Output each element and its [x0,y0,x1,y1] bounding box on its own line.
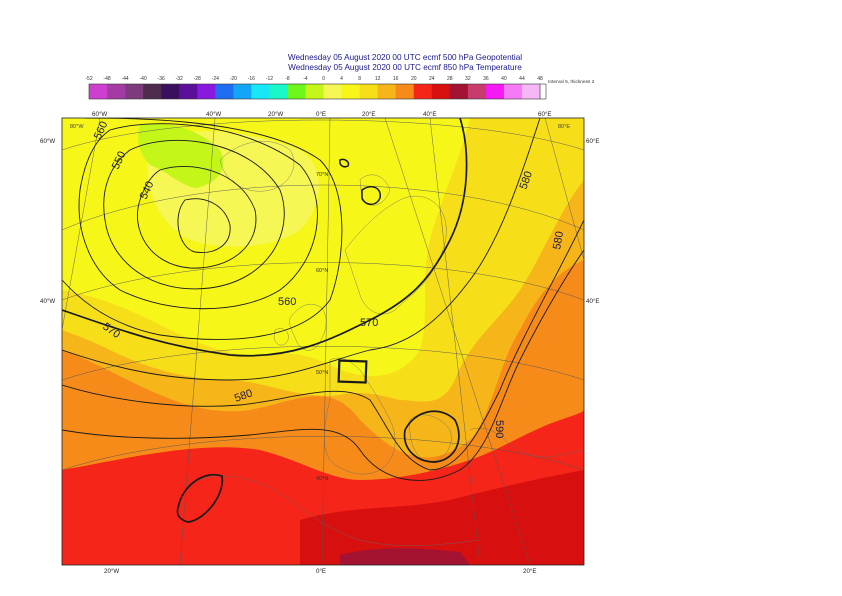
legend-tick-label: -8 [285,76,290,82]
geopotential-contours [62,118,584,523]
lat-label-right: 40°E [586,298,599,305]
contour-label: 580 [551,230,566,250]
legend-swatch [215,84,234,99]
color-legend: -52 -48 -44 -40 -36 -32 -28 -24 -20 -16 -12 -8 -4 0 4 8… [85,76,547,100]
legend-swatch [89,84,108,99]
lat-label-right: 60°E [586,138,599,145]
legend-tick-label: -20 [230,76,237,82]
legend-swatch [107,84,126,99]
lon-label-top: 60°W [92,111,107,118]
lon-label-top: 0°E [316,111,326,118]
legend-tick-label: -24 [212,76,219,82]
legend-swatch [179,84,198,99]
lon-label-top: 60°E [538,111,551,118]
legend-tick-label: -12 [266,76,273,82]
inner-lat-labels: 70°N 60°N 50°N 40°N [316,172,328,482]
legend-tick-label: 44 [519,76,525,82]
legend-swatch [395,84,415,99]
legend-swatch [341,84,360,99]
legend-swatch [161,84,180,99]
lat-label-left: 40°W [40,298,55,305]
legend-swatch [413,84,433,99]
legend-note: Interval 5, thickness 2 [548,80,595,85]
graticule [62,118,584,565]
lon-label-top: 40°E [423,111,436,118]
legend-swatch [503,84,523,99]
legend-tick-label: 24 [429,76,435,82]
legend-tick-label: 32 [465,76,471,82]
legend-tick-label: -40 [140,76,147,82]
legend-tick-label: 8 [358,76,361,82]
legend-swatch [467,84,487,99]
lat-label: 70°N [316,172,328,178]
legend-tick-label: 36 [483,76,489,82]
map-frame [61,117,585,566]
corner-label: 80°E [558,124,570,130]
contour-label: 570 [360,317,378,329]
title-line-1: Wednesday 05 August 2020 00 UTC ecmf 500… [287,53,523,62]
legend-tick-label: -16 [248,76,255,82]
legend-tick-label: -28 [194,76,201,82]
legend-swatch [485,84,505,99]
legend-swatch [269,84,288,99]
legend-tick-label: 28 [447,76,453,82]
lon-label-bottom: 20°E [523,568,536,575]
border-labels: 60°W 40°W 20°W 0°E 20°E 40°E 60°E 20°W 0… [40,111,599,575]
lat-label: 40°N [316,476,328,482]
contour-label: 580 [233,387,254,405]
legend-swatch [431,84,451,99]
legend-tick-label: -52 [85,76,92,82]
legend-swatch [359,84,378,99]
legend-swatch [521,84,541,99]
legend-tick-label: -48 [103,76,110,82]
shade-28-region [340,548,470,565]
lon-label-top: 40°W [206,111,221,118]
contour-label: 560 [278,296,296,308]
shade-minus4-region [138,123,224,188]
legend-tick-label: 20 [411,76,417,82]
legend-tick-label: -32 [176,76,183,82]
legend-swatch [377,84,396,99]
contour-label: 580 [518,170,536,191]
legend-tick-label: 48 [537,76,543,82]
lat-label: 50°N [316,370,328,376]
legend-tick-label: -36 [158,76,165,82]
legend-swatch [251,84,270,99]
legend-swatch [449,84,469,99]
legend-tick-label: 16 [393,76,399,82]
legend-tick-label: 40 [501,76,507,82]
legend-tick-label: 4 [340,76,343,82]
lon-label-top: 20°W [268,111,283,118]
corner-label: 80°W [70,124,84,130]
lon-label-top: 20°E [362,111,375,118]
legend-tick-label: -4 [303,76,308,82]
lon-label-bottom: 0°E [316,568,326,575]
lat-label: 60°N [316,268,328,274]
legend-swatch [323,84,342,99]
legend-swatch [305,84,324,99]
legend-swatch [233,84,252,99]
lon-label-bottom: 20°W [104,568,119,575]
lat-label-left: 60°W [40,138,55,145]
title-line-2: Wednesday 05 August 2020 00 UTC ecmf 850… [288,63,522,72]
legend-swatch [287,84,306,99]
legend-tick-label: 12 [375,76,381,82]
legend-tick-label: -44 [121,76,128,82]
legend-tick-label: 0 [322,76,325,82]
legend-swatch [125,84,144,99]
legend-swatch [197,84,216,99]
contour-label: 590 [493,420,505,438]
shade-24-region [300,470,584,565]
legend-swatch [143,84,162,99]
